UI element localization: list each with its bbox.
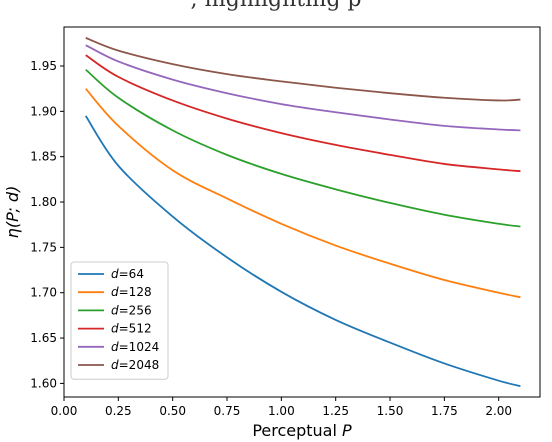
cropped-caption-line: , highlighting p xyxy=(0,0,552,12)
x-tick-label: 0.25 xyxy=(105,404,132,418)
legend-box xyxy=(70,261,169,380)
series-line-d-128 xyxy=(85,88,521,299)
y-axis-label: η(P; d) xyxy=(3,186,22,239)
x-tick-label: 0.75 xyxy=(214,404,241,418)
x-tick-label: 1.50 xyxy=(377,404,404,418)
legend-entry: d=1024 xyxy=(111,340,159,354)
y-tick-label: 1.90 xyxy=(30,104,57,118)
legend-entry: d=128 xyxy=(111,285,152,299)
plot-frame xyxy=(63,26,541,398)
y-tick-label: 1.65 xyxy=(30,331,57,345)
legend-entry: d=512 xyxy=(111,322,152,336)
series-line-d-64 xyxy=(84,115,521,387)
x-axis-label: Perceptual P xyxy=(252,421,352,440)
x-tick-label: 0.50 xyxy=(159,404,186,418)
y-tick-label: 1.95 xyxy=(30,59,57,73)
x-tick-label: 1.75 xyxy=(431,404,458,418)
y-axis: 1.60 1.65 1.70 1.75 1.80 1.85 1.90 1.95 xyxy=(30,59,64,390)
y-tick-label: 1.70 xyxy=(30,286,57,300)
series-layer xyxy=(84,37,521,387)
x-tick-label: 2.00 xyxy=(485,404,512,418)
x-tick-label: 0.00 xyxy=(51,404,78,418)
cropped-caption-text: , highlighting p xyxy=(0,0,552,22)
y-tick-label: 1.60 xyxy=(30,376,57,390)
series-line-d-512 xyxy=(85,54,521,173)
legend-entry: d=2048 xyxy=(111,358,159,372)
y-tick-label: 1.75 xyxy=(30,240,57,254)
x-axis-label-prefix: Perceptual xyxy=(252,421,342,440)
y-tick-label: 1.85 xyxy=(30,150,57,164)
legend-entry: d=256 xyxy=(111,303,152,317)
series-line-d-256 xyxy=(85,68,521,228)
series-line-d-1024 xyxy=(85,44,521,132)
y-tick-label: 1.80 xyxy=(30,195,57,209)
legend: d=64 d=128 d=256 d=512 d=1024 d=2048 xyxy=(70,261,169,380)
x-axis: 0.00 0.25 0.50 0.75 1.00 1.25 1.50 1.75 2.00 xyxy=(51,397,512,418)
series-line-d-2048 xyxy=(85,37,521,102)
legend-entry: d=64 xyxy=(111,267,144,281)
x-tick-label: 1.25 xyxy=(322,404,349,418)
x-axis-label-var: P xyxy=(342,421,352,440)
x-tick-label: 1.00 xyxy=(268,404,295,418)
